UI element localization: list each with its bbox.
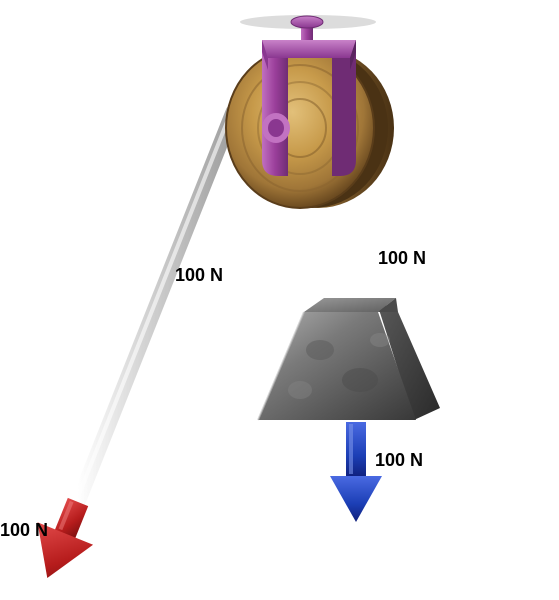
rope-load [337, 190, 340, 305]
label-rope-load: 100 N [378, 248, 426, 269]
pulley-diagram: 100 N 100 N 100 N 100 N [0, 0, 559, 600]
weight-block [258, 298, 440, 420]
label-rope-pull: 100 N [175, 265, 223, 286]
label-arrow-blue: 100 N [375, 450, 423, 471]
force-arrow-weight [330, 422, 382, 522]
diagram-svg [0, 0, 559, 600]
pulley-wheel [226, 48, 394, 208]
rope-pull [76, 112, 233, 502]
label-arrow-red: 100 N [0, 520, 48, 541]
